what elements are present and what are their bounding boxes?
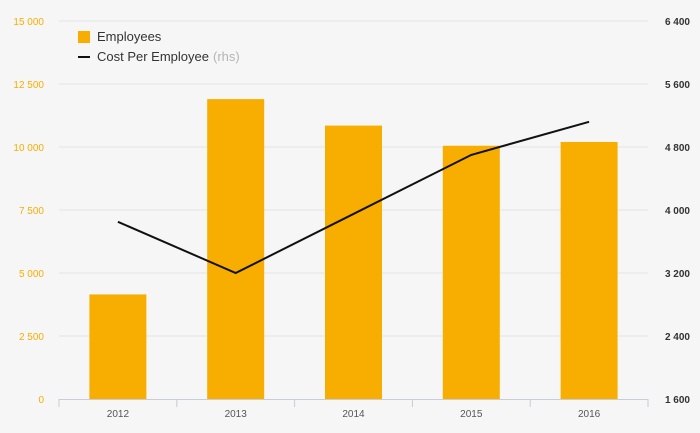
bar-2014 — [325, 125, 382, 399]
x-tick-label-2013: 2013 — [225, 409, 248, 420]
y-right-tick-label: 1 600 — [665, 395, 690, 406]
y-left-tick-label: 2 500 — [19, 332, 44, 343]
legend-axis-note: (rhs) — [213, 49, 240, 64]
line-path — [117, 120, 590, 275]
legend-item-employees[interactable]: Employees — [78, 27, 240, 47]
bar-2012 — [89, 294, 147, 399]
y-left-tick-label: 12 500 — [13, 80, 44, 91]
y-left-tick-label: 0 — [38, 395, 44, 406]
y-left-tick-label: 7 500 — [19, 206, 44, 217]
y-right-tick-label: 4 800 — [665, 143, 690, 154]
bar-2015 — [442, 145, 500, 399]
y-right-tick-label: 6 400 — [665, 17, 690, 28]
y-right-tick-label: 3 200 — [665, 269, 690, 280]
x-tick-label-2014: 2014 — [342, 409, 365, 420]
legend-item-cost-per-employee[interactable]: Cost Per Employee (rhs) — [78, 47, 240, 67]
legend-swatch-line — [78, 56, 90, 58]
y-right-tick-label: 5 600 — [665, 80, 690, 91]
y-right-tick-label: 4 000 — [665, 206, 690, 217]
legend-label-employees: Employees — [97, 29, 162, 44]
x-tick-label-2016: 2016 — [578, 409, 601, 420]
bar-series-employees — [89, 99, 618, 400]
x-axis: 2012 2013 2014 2015 2016 — [58, 399, 649, 420]
bar-2013 — [207, 99, 265, 400]
y-left-tick-label: 5 000 — [19, 269, 44, 280]
y-axis-left: 0 2 500 5 000 7 500 10 000 12 500 15 000 — [13, 17, 44, 406]
line-series-cost-per-employee — [117, 120, 590, 275]
legend-swatch-bar — [78, 31, 90, 43]
y-right-tick-label: 2 400 — [665, 332, 690, 343]
bar-2016 — [560, 141, 618, 399]
legend-label-cost-per-employee: Cost Per Employee — [97, 49, 209, 64]
y-left-tick-label: 15 000 — [13, 17, 44, 28]
x-tick-label-2012: 2012 — [107, 409, 130, 420]
legend: Employees Cost Per Employee (rhs) — [78, 27, 240, 67]
x-tick-label-2015: 2015 — [460, 409, 483, 420]
y-axis-right: 1 600 2 400 3 200 4 000 4 800 5 600 6 400 — [665, 17, 690, 406]
y-left-tick-label: 10 000 — [13, 143, 44, 154]
